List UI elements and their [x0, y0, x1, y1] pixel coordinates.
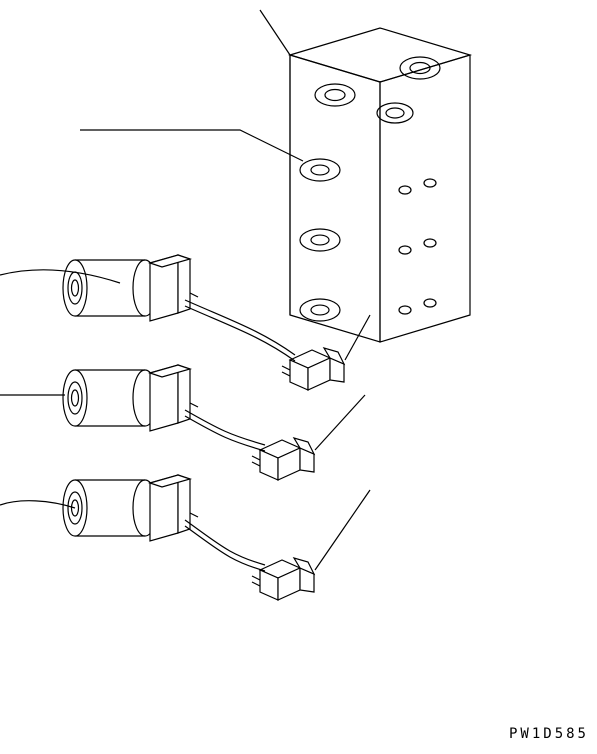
leader-line	[315, 490, 370, 570]
manifold-port	[300, 229, 340, 251]
connector-plug	[282, 348, 344, 390]
solenoid-valve	[63, 475, 198, 541]
manifold-bolt-hole	[399, 246, 411, 254]
connectors-group	[252, 348, 344, 600]
manifold-top-port	[400, 57, 440, 79]
wire	[185, 410, 265, 445]
leader-line	[80, 130, 303, 161]
drawing-id-label: PW1D585	[509, 726, 589, 742]
manifold-bolt-hole	[424, 299, 436, 307]
leader-line	[315, 395, 365, 450]
manifold-top-port	[315, 84, 355, 106]
leader-line	[260, 10, 290, 55]
manifold-bolt-hole	[399, 306, 411, 314]
solenoids-group	[63, 255, 198, 541]
solenoid-valve	[63, 365, 198, 431]
manifold-bolt-hole	[424, 239, 436, 247]
manifold-top-port	[377, 103, 413, 123]
solenoid-valve	[63, 255, 198, 321]
manifold-bolt-hole	[424, 179, 436, 187]
manifold-port	[300, 159, 340, 181]
manifold-block	[290, 28, 470, 342]
wire	[185, 300, 295, 355]
leader-line	[0, 270, 120, 283]
manifold-port	[300, 299, 340, 321]
manifold-bolt-hole	[399, 186, 411, 194]
wires-group	[185, 300, 295, 571]
wire	[185, 520, 265, 565]
